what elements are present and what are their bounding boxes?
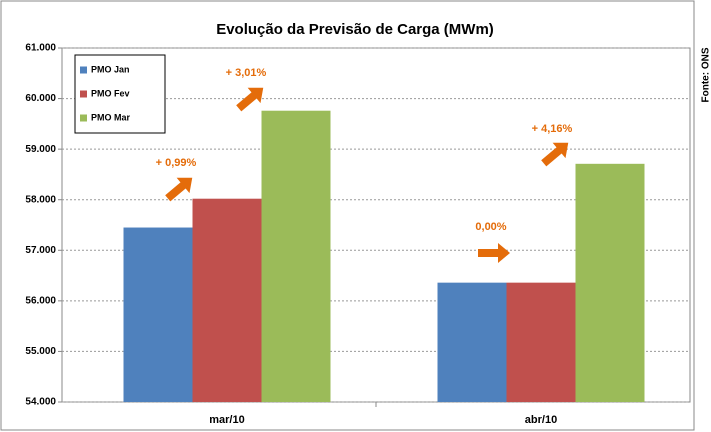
annotation: 0,00%: [475, 221, 506, 233]
y-tick-label: 56.000: [25, 295, 56, 306]
legend: PMO Jan PMO Fev PMO Mar: [74, 54, 166, 134]
bar: [192, 198, 262, 402]
legend-swatch: [80, 114, 87, 122]
arrow: [541, 142, 569, 167]
y-tick-label: 55.000: [25, 346, 56, 357]
arrow: [165, 177, 193, 202]
bar: [437, 282, 507, 402]
annotation: + 0,99%: [156, 157, 197, 169]
y-tick-label: 54.000: [25, 397, 56, 408]
bar: [506, 282, 576, 402]
legend-swatch: [80, 90, 87, 98]
x-tick-label: mar/10: [209, 414, 244, 426]
y-tick-label: 61.000: [25, 43, 56, 54]
y-tick-label: 59.000: [25, 144, 56, 155]
legend-swatch: [80, 66, 87, 74]
legend-label: PMO Jan: [91, 64, 130, 74]
legend-label: PMO Mar: [91, 112, 131, 122]
y-tick-label: 60.000: [25, 93, 56, 104]
bar: [261, 110, 331, 403]
legend-box: [74, 54, 166, 134]
source: Fonte: ONS: [701, 47, 711, 102]
bar: [575, 163, 645, 402]
chart-title: Evolução da Previsão de Carga (MWm): [216, 21, 494, 38]
x-tick-label: abr/10: [525, 414, 557, 426]
arrow: [478, 243, 510, 263]
y-tick-label: 58.000: [25, 194, 56, 205]
annotation: + 4,16%: [532, 123, 573, 135]
bar: [123, 227, 193, 402]
annotation: + 3,01%: [226, 67, 267, 79]
arrow: [236, 87, 264, 112]
legend-label: PMO Fev: [91, 88, 130, 98]
y-tick-label: 57.000: [25, 245, 56, 256]
